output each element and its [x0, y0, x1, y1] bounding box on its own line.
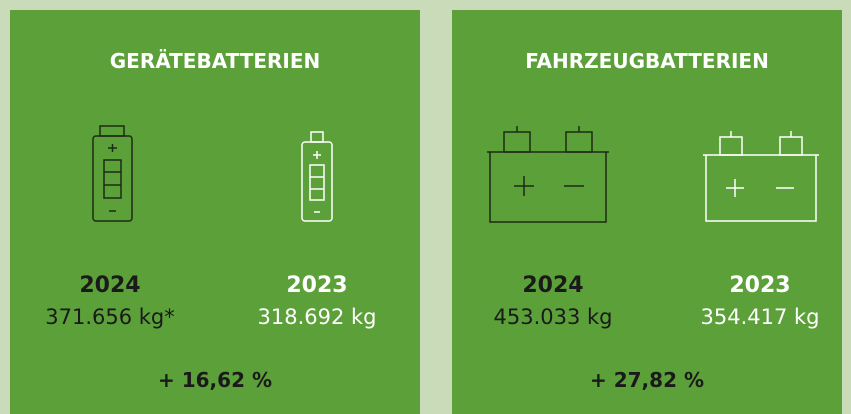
change: + 27,82 %	[590, 368, 704, 392]
year: 2024	[79, 273, 140, 298]
year: 2023	[729, 273, 790, 298]
car-battery-icon	[487, 126, 609, 223]
weight: 318.692 kg	[257, 305, 376, 329]
weight: 453.033 kg	[493, 305, 612, 329]
car-battery-icon	[703, 131, 819, 222]
change: + 16,62 %	[158, 368, 272, 392]
panel-title: GERÄTEBATTERIEN	[110, 49, 321, 73]
battery-icon	[92, 125, 133, 222]
panel	[10, 10, 420, 414]
panel-title: FAHRZEUGBATTERIEN	[525, 49, 769, 73]
year: 2024	[522, 273, 583, 298]
battery-icon	[301, 131, 333, 222]
weight: 354.417 kg	[700, 305, 819, 329]
weight: 371.656 kg*	[45, 305, 175, 329]
panel	[452, 10, 842, 414]
year: 2023	[286, 273, 347, 298]
